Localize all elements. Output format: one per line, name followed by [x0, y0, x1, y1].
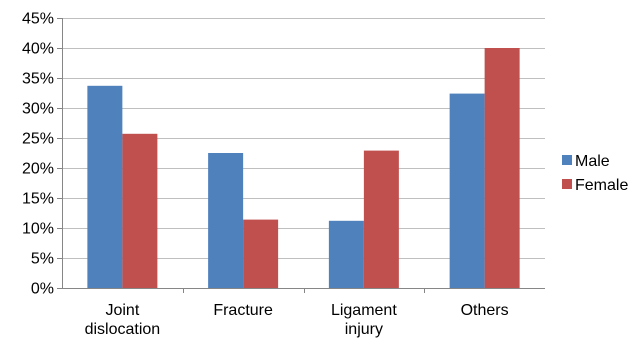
bar-male-2 — [328, 220, 364, 288]
y-tick-label: 10% — [22, 221, 54, 238]
bar-male-0 — [87, 85, 123, 288]
bar-male-3 — [449, 93, 485, 288]
y-tick-label: 35% — [22, 71, 54, 88]
bar-female-0 — [122, 133, 158, 288]
legend: Male Female — [562, 153, 628, 194]
legend-swatch-male — [562, 155, 572, 165]
legend-swatch-female — [562, 179, 572, 189]
legend-label-female: Female — [575, 177, 628, 194]
x-category-label: Ligament injury — [331, 302, 397, 338]
y-tick-label: 45% — [22, 11, 54, 28]
y-tick-label: 40% — [22, 41, 54, 58]
y-tick-labels: 0% 5% 10% 15% 20% 25% 30% 35% 40% 45% — [22, 11, 54, 298]
bar-female-2 — [363, 150, 399, 288]
bar-female-3 — [484, 48, 520, 288]
bar-male-1 — [208, 153, 244, 288]
x-category-labels: Joint dislocation Fracture Ligament injury Ot… — [85, 302, 509, 338]
y-tick-label: 5% — [31, 251, 54, 268]
y-tick-label: 20% — [22, 161, 54, 178]
x-category-label: Fracture — [213, 302, 273, 319]
y-tick-label: 25% — [22, 131, 54, 148]
bar-female-1 — [243, 219, 279, 288]
y-tick-label: 15% — [22, 191, 54, 208]
x-category-label: Others — [461, 302, 509, 319]
axes — [57, 18, 545, 293]
legend-label-male: Male — [575, 153, 610, 170]
bars — [87, 48, 520, 288]
y-tick-label: 0% — [31, 281, 54, 298]
y-tick-label: 30% — [22, 101, 54, 118]
x-category-label: Joint dislocation — [85, 302, 161, 338]
